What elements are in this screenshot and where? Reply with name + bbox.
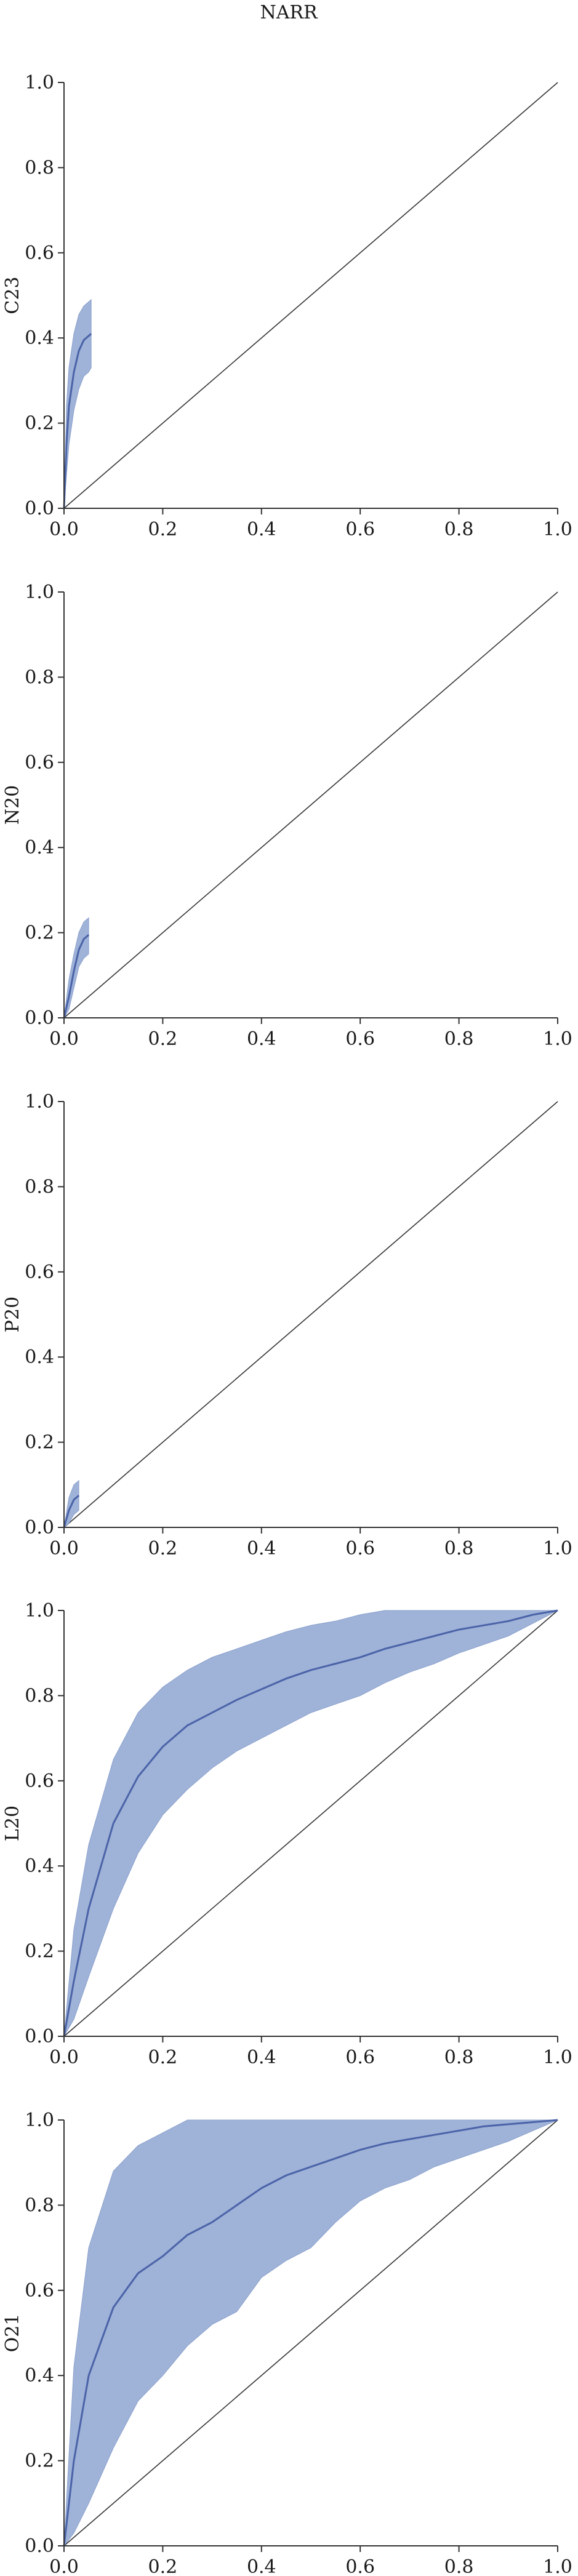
figure-title: NARR (260, 2, 318, 23)
y-tick-label: 0.6 (25, 1262, 54, 1283)
y-tick-label: 0.0 (25, 1517, 54, 1538)
reference-diagonal-line (63, 591, 558, 1018)
y-tick-label: 0.2 (25, 1432, 54, 1454)
x-tick-label: 0.6 (345, 1028, 375, 1050)
y-tick-label: 0.0 (25, 2535, 54, 2557)
x-tick-label: 0.4 (247, 1538, 276, 1559)
y-tick-label: 0.0 (25, 1007, 54, 1029)
x-tick-label: 1.0 (543, 2047, 572, 2068)
y-tick-label: 0.2 (25, 2450, 54, 2472)
x-tick-label: 0.2 (148, 1028, 178, 1050)
reference-diagonal-line (63, 1610, 558, 2037)
x-tick-label: 0.4 (247, 519, 276, 540)
y-tick-label: 0.8 (25, 2194, 54, 2216)
x-tick-label: 0.6 (345, 1538, 375, 1559)
chart-panel-c23: 0.0 0.2 0.4 0.6 0.8 1.0 0.0 0.2 0.4 0.6 0.8 1.0 C23 (2, 72, 572, 540)
y-axis-label: L20 (2, 1806, 23, 1841)
chart-panel-p20: 0.0 0.2 0.4 0.6 0.8 1.0 0.0 0.2 0.4 0.6 0.8 1.0 P20 (2, 1091, 572, 1559)
chart-panel-l20: 0.0 0.2 0.4 0.6 0.8 1.0 0.0 0.2 0.4 0.6 0.8 1.0 L20 (2, 1600, 572, 2068)
y-tick-label: 1.0 (25, 582, 54, 603)
reference-diagonal-line (63, 2119, 558, 2546)
y-tick-label: 0.8 (25, 1685, 54, 1706)
x-tick-label: 1.0 (543, 519, 572, 540)
y-tick-label: 0.4 (25, 2365, 54, 2386)
x-tick-label: 0.0 (49, 1028, 79, 1050)
x-tick-label: 0.0 (49, 1538, 79, 1559)
x-tick-label: 0.2 (148, 2556, 178, 2576)
y-tick-label: 0.2 (25, 413, 54, 434)
y-tick-label: 0.6 (25, 242, 54, 264)
chart-panel-n20: 0.0 0.2 0.4 0.6 0.8 1.0 0.0 0.2 0.4 0.6 0.8 1.0 N20 (2, 582, 572, 1050)
x-tick-label: 0.6 (345, 2047, 375, 2068)
x-tick-label: 0.6 (345, 2556, 375, 2576)
y-tick-label: 0.4 (25, 1855, 54, 1877)
panels: 0.00.20.40.60.81.00.0 0.2 0.4 0.6 0.8 1.0C230… (2, 72, 572, 2576)
x-tick-label: 0.4 (247, 1028, 276, 1050)
reference-diagonal-line (63, 82, 558, 509)
y-tick-label: 0.0 (25, 498, 54, 519)
y-tick-label: 0.6 (25, 1770, 54, 1792)
x-tick-label: 0.2 (148, 2047, 178, 2068)
x-tick-label: 0.0 (49, 2556, 79, 2576)
mean-curve (63, 1609, 558, 2037)
y-tick-label: 1.0 (25, 2110, 54, 2131)
y-axis-label: N20 (2, 785, 23, 825)
x-tick-label: 0.0 (49, 519, 79, 540)
y-axis-label: P20 (2, 1297, 23, 1332)
y-tick-label: 0.8 (25, 666, 54, 688)
x-tick-label: 0.8 (444, 1538, 474, 1559)
x-tick-label: 0.4 (247, 2047, 276, 2068)
x-tick-label: 0.2 (148, 1538, 178, 1559)
y-tick-label: 0.6 (25, 752, 54, 774)
y-tick-label: 1.0 (25, 72, 54, 94)
x-tick-label: 1.0 (543, 1028, 572, 1050)
y-tick-label: 1.0 (25, 1091, 54, 1113)
y-tick-label: 0.2 (25, 922, 54, 944)
y-tick-label: 0.4 (25, 837, 54, 858)
x-tick-label: 1.0 (543, 1538, 572, 1559)
x-tick-label: 0.8 (444, 2047, 474, 2068)
x-tick-label: 0.6 (345, 519, 375, 540)
y-tick-label: 0.8 (25, 157, 54, 178)
y-tick-label: 0.0 (25, 2026, 54, 2047)
x-tick-label: 0.2 (148, 519, 178, 540)
mean-curve (63, 934, 90, 1018)
mean-curve (63, 2119, 558, 2546)
mean-curve (63, 333, 92, 509)
x-tick-label: 0.0 (49, 2047, 79, 2068)
y-tick-label: 0.2 (25, 1941, 54, 1962)
mean-curve (63, 1494, 80, 1528)
x-tick-label: 0.8 (444, 1028, 474, 1050)
x-tick-label: 0.4 (247, 2556, 276, 2576)
reference-diagonal-line (63, 1101, 558, 1528)
y-axis-label: C23 (2, 276, 23, 314)
y-tick-label: 0.4 (25, 1346, 54, 1368)
chart-panel-o21: 0.0 0.2 0.4 0.6 0.8 1.0 0.0 0.2 0.4 0.6 0.8 1.0 O21 (2, 2110, 572, 2576)
confidence-band (63, 298, 92, 509)
y-axis-label: O21 (2, 2314, 23, 2353)
y-tick-label: 0.8 (25, 1176, 54, 1198)
x-tick-label: 0.8 (444, 519, 474, 540)
y-tick-label: 1.0 (25, 1600, 54, 1622)
x-tick-label: 0.8 (444, 2556, 474, 2576)
y-tick-label: 0.4 (25, 327, 54, 349)
x-tick-label: 1.0 (543, 2556, 572, 2576)
y-tick-label: 0.6 (25, 2280, 54, 2302)
